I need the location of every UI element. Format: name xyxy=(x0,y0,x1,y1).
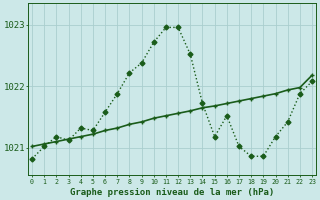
X-axis label: Graphe pression niveau de la mer (hPa): Graphe pression niveau de la mer (hPa) xyxy=(70,188,274,197)
